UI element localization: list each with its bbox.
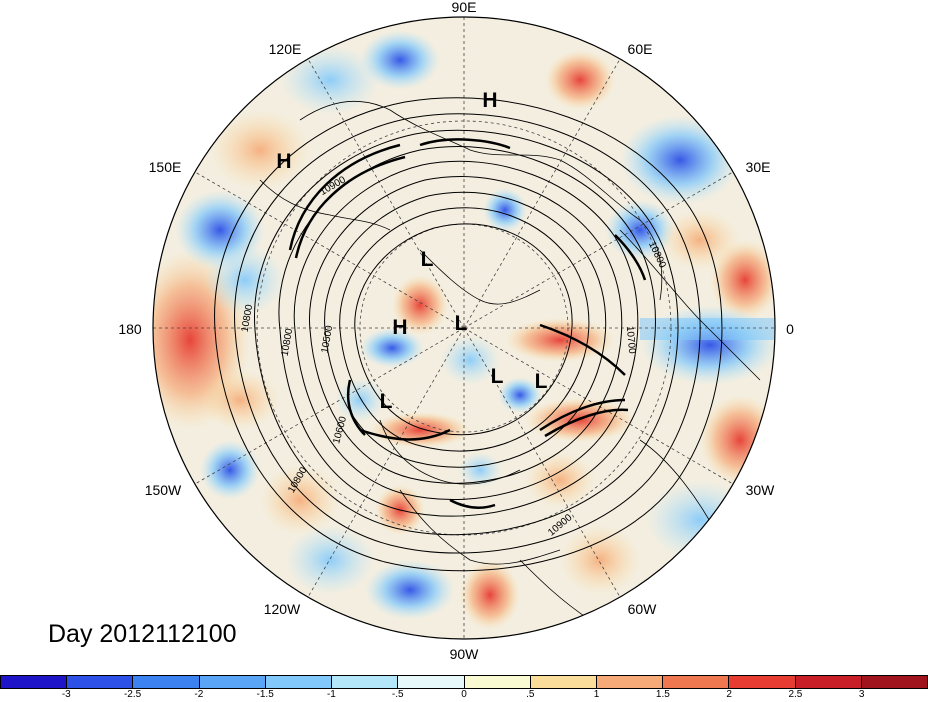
lon-label: 60W: [628, 601, 658, 617]
colorbar-tick-label: 2.5: [788, 689, 803, 700]
low-marker: L: [455, 312, 468, 335]
colorbar-segment: [662, 676, 729, 688]
lon-label: 60E: [628, 41, 653, 57]
colorbar-tick-label: -1.5: [256, 689, 274, 700]
high-marker: H: [392, 316, 407, 339]
colorbar-segment: [794, 676, 861, 688]
lon-label: 150E: [149, 159, 182, 175]
colorbar-tick-label: 1.5: [655, 689, 670, 700]
jet-streaks: [288, 138, 647, 509]
colorbar-tick-label: .5: [526, 689, 535, 700]
low-marker: L: [380, 390, 393, 413]
contour-label: 10800: [240, 303, 256, 333]
longitude-labels: 90E 60E 30E 0 30W 60W 90W 120W 150W 180 …: [118, 0, 794, 662]
lon-label: 0: [786, 321, 794, 337]
colorbar-tick-label: -.5: [391, 689, 404, 700]
lon-label: 150W: [145, 482, 182, 498]
colorbar-segment: [198, 676, 265, 688]
date-label: Day 2012112100: [48, 620, 237, 648]
colorbar-tick-label: -2.5: [123, 689, 142, 700]
colorbar-segment: [728, 676, 795, 688]
colorbar-tick-label: 2: [726, 689, 732, 700]
colorbar: [0, 675, 928, 689]
colorbar-tick-label: -3: [61, 689, 71, 700]
colorbar-tick-label: 0: [461, 689, 467, 700]
colorbar-segment: [66, 676, 133, 688]
lon-label: 30E: [746, 159, 771, 175]
map-boundary: [152, 16, 776, 640]
colorbar-tick-label: -2: [194, 689, 204, 700]
contour-label: 10700: [624, 326, 637, 355]
lon-label: 180: [118, 321, 142, 337]
colorbar-tick-label: 1: [593, 689, 600, 700]
graticule: [153, 17, 775, 639]
colorbar-segment: [331, 676, 398, 688]
high-marker: H: [276, 150, 291, 173]
lon-label: 90W: [450, 646, 480, 662]
colorbar-segment: [0, 676, 67, 688]
colorbar-segment: [529, 676, 596, 688]
contour-label: 10800: [280, 327, 296, 357]
colorbar-tick-label: -1: [326, 689, 336, 700]
lon-label: 120E: [269, 41, 302, 57]
low-marker: L: [421, 248, 434, 271]
colorbar-ticks: -3 -2.5 -2 -1.5 -1 -.5 0 .5 1 1.5 2 2.5 3: [0, 689, 928, 702]
colorbar-segment: [264, 676, 332, 688]
high-marker: H: [482, 89, 497, 112]
colorbar-segment: [463, 676, 530, 688]
colorbar-segment: [397, 676, 464, 688]
low-marker: L: [535, 370, 548, 393]
lon-label: 90E: [452, 0, 477, 15]
lon-label: 30W: [746, 482, 776, 498]
pressure-systems: H H H L L L L L: [276, 89, 547, 413]
colorbar-segment: [860, 676, 928, 688]
low-marker: L: [491, 365, 504, 388]
lon-label: 120W: [264, 601, 301, 617]
contour-label: 10500: [320, 324, 336, 354]
colorbar-segment: [595, 676, 663, 688]
colorbar-segment: [132, 676, 199, 688]
colorbar-tick-label: 3: [858, 689, 865, 700]
polar-map: 90E 60E 30E 0 30W 60W 90W 120W 150W 180 …: [118, 0, 794, 662]
